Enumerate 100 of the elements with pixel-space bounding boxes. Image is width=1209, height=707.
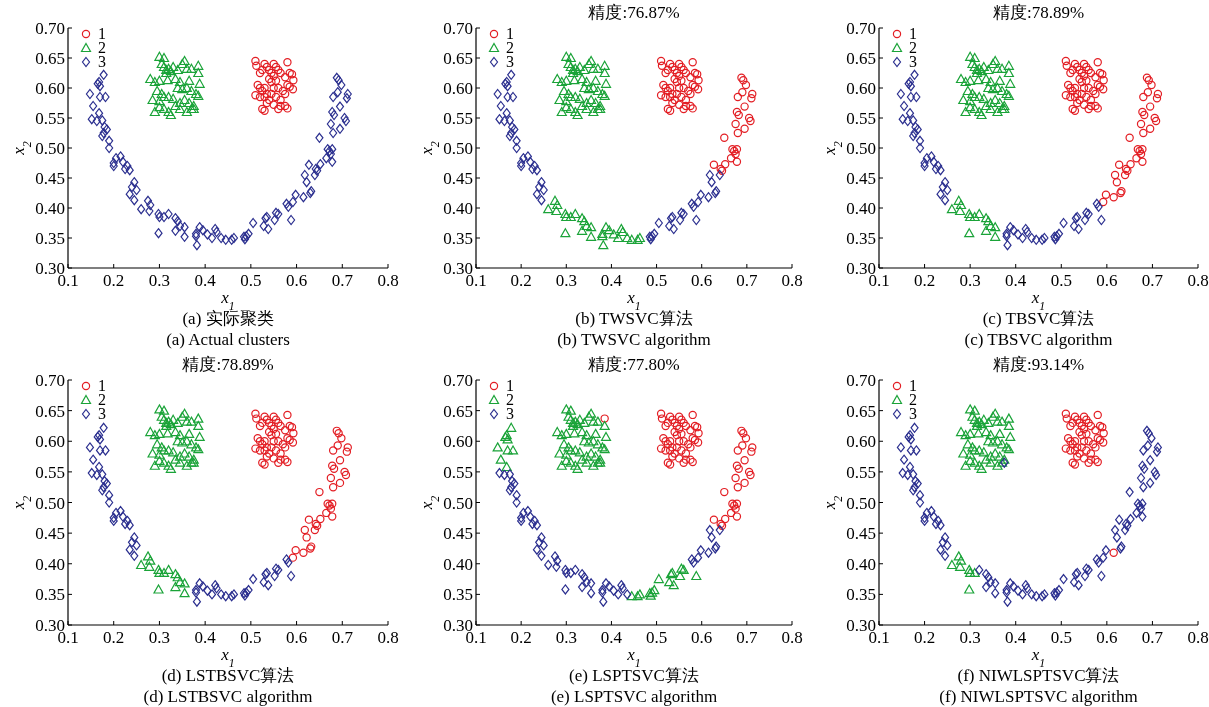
point	[936, 165, 945, 176]
y-tick-label: 0.70	[35, 371, 65, 390]
point	[943, 184, 952, 196]
point	[269, 59, 278, 69]
y-tick-label: 0.35	[846, 585, 876, 605]
point	[105, 490, 114, 501]
point	[1079, 437, 1089, 446]
point	[647, 231, 657, 242]
point	[283, 58, 292, 67]
y-tick-label: 0.35	[35, 585, 65, 605]
point	[528, 163, 537, 175]
point	[286, 570, 296, 582]
point	[1092, 198, 1101, 209]
point	[102, 478, 111, 489]
point	[587, 588, 596, 599]
point	[1073, 452, 1082, 461]
point	[965, 455, 976, 465]
point	[566, 567, 575, 579]
legend-label: 3	[506, 405, 514, 422]
point	[227, 591, 236, 602]
legend-label: 1	[909, 377, 917, 394]
point	[535, 181, 544, 193]
point	[960, 430, 971, 440]
point	[503, 91, 512, 103]
legend-label: 3	[909, 53, 917, 70]
point	[1066, 446, 1075, 455]
point	[1070, 446, 1080, 455]
point	[1077, 443, 1086, 452]
point	[965, 449, 976, 459]
point	[130, 550, 139, 561]
point	[938, 181, 947, 193]
x-tick-label: 0.7	[736, 628, 758, 647]
point	[195, 578, 204, 589]
point	[1077, 430, 1086, 440]
point	[532, 520, 542, 531]
point	[276, 95, 285, 105]
point	[127, 537, 137, 548]
point	[507, 482, 516, 493]
point	[1082, 429, 1091, 439]
point	[1003, 240, 1012, 251]
point	[1099, 438, 1108, 447]
point	[512, 490, 521, 501]
point	[1109, 548, 1118, 557]
point	[177, 84, 188, 94]
point	[194, 78, 205, 88]
point	[715, 524, 724, 536]
point	[990, 448, 1001, 458]
point	[512, 142, 521, 154]
point	[517, 160, 526, 172]
point	[1095, 435, 1105, 445]
point	[508, 121, 517, 133]
point	[922, 153, 931, 164]
x-tick-label: 0.6	[285, 628, 308, 647]
point	[1091, 443, 1100, 452]
point	[154, 96, 165, 106]
x-tick-label: 0.7	[736, 271, 758, 290]
y-tick-label: 0.40	[846, 199, 876, 218]
point	[154, 75, 165, 85]
point	[696, 545, 705, 556]
point	[130, 532, 139, 543]
point	[172, 82, 183, 93]
point	[687, 198, 696, 209]
point	[689, 201, 698, 212]
point	[217, 589, 226, 600]
point	[696, 189, 705, 200]
point	[960, 460, 971, 470]
text: (f) NIWLSPTSVC algorithm	[939, 687, 1138, 706]
point	[1093, 457, 1102, 467]
point	[909, 130, 918, 142]
point	[94, 461, 104, 473]
point	[1075, 449, 1084, 458]
y-tick-label: 0.50	[443, 139, 473, 158]
legend-label: 3	[506, 53, 514, 70]
y-tick-label: 0.60	[443, 432, 473, 452]
point	[221, 591, 230, 602]
y-tick-label: 0.65	[846, 49, 876, 68]
legend-label: 1	[98, 25, 106, 42]
point	[1009, 225, 1018, 236]
x-tick-label: 0.2	[913, 628, 936, 647]
x-tick-label: 0.3	[555, 271, 577, 290]
chart-title: 精度:78.89%	[992, 3, 1085, 22]
point	[271, 76, 281, 85]
y-tick-label: 0.45	[846, 524, 876, 544]
y-tick-label: 0.60	[846, 432, 876, 452]
point	[158, 52, 170, 63]
point	[978, 447, 989, 457]
point	[145, 73, 156, 84]
point	[495, 468, 504, 479]
point	[1027, 232, 1036, 244]
point	[132, 540, 141, 551]
point	[955, 426, 967, 437]
point	[903, 115, 912, 127]
point	[172, 64, 183, 75]
x-tick-label: 0.5	[645, 628, 668, 647]
point	[170, 73, 181, 84]
point	[915, 135, 925, 146]
point	[969, 405, 980, 415]
point	[910, 127, 919, 139]
point	[996, 439, 1008, 449]
point	[523, 151, 533, 162]
